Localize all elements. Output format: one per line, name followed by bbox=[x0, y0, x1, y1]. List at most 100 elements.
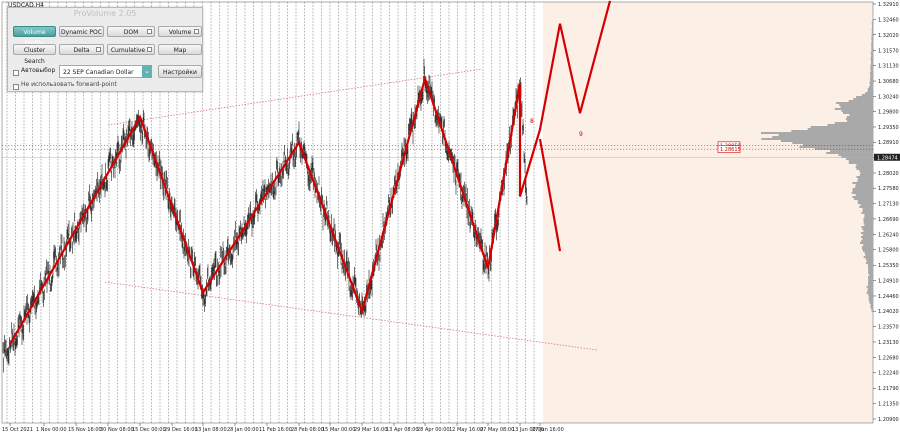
delta-label: Delta bbox=[73, 47, 90, 54]
volume-profile-bar bbox=[848, 162, 873, 164]
volume-profile-bar bbox=[863, 218, 873, 220]
y-tick-label: 1.32460 bbox=[878, 18, 899, 24]
x-tick-label: 12 May 16:00 bbox=[449, 427, 483, 433]
volume-profile-bar bbox=[838, 154, 873, 156]
cumulative-delta-label: Cumulative Δ bbox=[110, 47, 152, 54]
volume-profile-bar bbox=[871, 38, 873, 40]
dynamic-poc-button[interactable]: Dynamic POC bbox=[59, 26, 104, 37]
volume-profile-bar bbox=[780, 140, 873, 142]
volume-button[interactable]: Volume bbox=[158, 26, 202, 37]
y-tick-label: 1.23130 bbox=[878, 340, 899, 346]
x-tick-label: 15 Mar 00:00 bbox=[322, 427, 355, 433]
volume-profile-bar bbox=[849, 114, 873, 116]
volume-profile-bar bbox=[848, 100, 873, 102]
volume-profile-bar bbox=[842, 112, 873, 114]
x-tick-label: 29 Dec 16:00 bbox=[164, 427, 198, 433]
cluster-search-button[interactable]: Cluster Search bbox=[13, 44, 56, 65]
volume-profile-bar bbox=[870, 66, 873, 68]
volume-profile-bar bbox=[855, 186, 873, 188]
volume-profile-bar bbox=[863, 230, 873, 232]
y-tick-label: 1.32910 bbox=[878, 2, 899, 8]
cumulative-delta-button[interactable]: Cumulative Δ bbox=[107, 44, 155, 55]
volume-profile-bar bbox=[871, 54, 873, 56]
volume-profile-bar bbox=[869, 302, 873, 304]
volume-profile-bar bbox=[869, 82, 873, 84]
volume-profile-bar bbox=[864, 214, 873, 216]
volume-profile-label: Volume Profile bbox=[23, 29, 46, 47]
volume-profile-bar bbox=[863, 220, 873, 222]
delta-button[interactable]: Delta bbox=[59, 44, 104, 55]
auto-checkbox[interactable] bbox=[13, 70, 19, 76]
volume-profile-bar bbox=[865, 262, 873, 264]
volume-profile-bar bbox=[761, 138, 873, 140]
volume-profile-button[interactable]: Volume Profile bbox=[13, 26, 56, 47]
volume-profile-bar bbox=[863, 222, 873, 224]
map-button[interactable]: Map bbox=[158, 44, 202, 55]
y-tick-label: 1.31570 bbox=[878, 48, 899, 54]
x-tick-label: 27 Jun 16:00 bbox=[532, 427, 564, 433]
volume-profile-bar bbox=[860, 204, 873, 206]
volume-profile-bar bbox=[872, 20, 873, 22]
volume-profile-bar bbox=[868, 272, 873, 274]
volume-profile-bar bbox=[870, 78, 873, 80]
volume-profile-bar bbox=[864, 216, 873, 218]
volume-profile-bar bbox=[871, 46, 873, 48]
projection-area bbox=[543, 2, 873, 423]
volume-profile-bar bbox=[864, 252, 873, 254]
volume-profile-bar bbox=[870, 70, 873, 72]
provolume-panel[interactable]: ProVolume 2.05 Volume Profile Dynamic PO… bbox=[7, 7, 203, 92]
panel-title: ProVolume 2.05 bbox=[73, 9, 137, 18]
y-tick-label: 1.32020 bbox=[878, 33, 899, 39]
volume-profile-bar bbox=[865, 258, 873, 260]
cumulative-delta-checkbox[interactable] bbox=[147, 47, 152, 52]
forward-point-checkbox[interactable] bbox=[13, 84, 19, 90]
level-label: 1.28615 bbox=[720, 147, 741, 153]
volume-profile-bar bbox=[841, 110, 873, 112]
volume-profile-bar bbox=[868, 298, 873, 300]
volume-profile-bar bbox=[859, 242, 873, 244]
dom-button[interactable]: DOM bbox=[107, 26, 155, 37]
dom-checkbox[interactable] bbox=[147, 29, 152, 34]
volume-profile-bar bbox=[859, 174, 873, 176]
volume-profile-bar bbox=[827, 124, 873, 126]
volume-profile-bar bbox=[870, 64, 873, 66]
x-tick-label: 28 Apr 00:00 bbox=[417, 427, 450, 433]
volume-profile-bar bbox=[852, 188, 873, 190]
volume-profile-bar bbox=[866, 292, 873, 294]
volume-profile-bar bbox=[778, 134, 873, 136]
dynamic-poc-label: Dynamic POC bbox=[61, 29, 102, 36]
x-tick-label: 11 Feb 16:00 bbox=[259, 427, 292, 433]
volume-profile-bar bbox=[867, 288, 873, 290]
settings-button[interactable]: Настройки bbox=[158, 65, 202, 78]
delta-checkbox[interactable] bbox=[96, 47, 101, 52]
auto-label: Автовыбор bbox=[21, 67, 56, 74]
volume-profile-bar bbox=[856, 168, 873, 170]
volume-profile-bar bbox=[802, 144, 873, 146]
volume-profile-bar bbox=[870, 60, 873, 62]
volume-profile-bar bbox=[834, 108, 873, 110]
volume-profile-bar bbox=[841, 156, 873, 158]
volume-profile-bar bbox=[862, 250, 873, 252]
x-tick-label: 15 Nov 16:00 bbox=[68, 427, 102, 433]
volume-profile-bar bbox=[861, 212, 873, 214]
volume-checkbox[interactable] bbox=[194, 29, 199, 34]
wave-annotation: 8 bbox=[530, 118, 534, 125]
y-tick-label: 1.26240 bbox=[878, 232, 899, 238]
volume-profile-bar bbox=[857, 200, 873, 202]
y-tick-label: 1.31130 bbox=[878, 64, 899, 70]
volume-profile-bar bbox=[865, 92, 873, 94]
volume-profile-bar bbox=[871, 42, 873, 44]
volume-profile-bar bbox=[870, 304, 873, 306]
volume-profile-bar bbox=[870, 62, 873, 64]
symbol-select[interactable]: 22 SEP Canadian Dollar bbox=[59, 65, 151, 78]
volume-profile-bar bbox=[862, 234, 873, 236]
chevron-down-icon[interactable]: ⌄ bbox=[142, 65, 152, 78]
y-tick-label: 1.27130 bbox=[878, 202, 899, 208]
volume-profile-bar bbox=[871, 30, 873, 32]
volume-profile-bar bbox=[866, 260, 873, 262]
volume-profile-bar bbox=[870, 58, 873, 60]
volume-profile-bar bbox=[871, 24, 873, 26]
y-tick-label: 1.28910 bbox=[878, 140, 899, 146]
